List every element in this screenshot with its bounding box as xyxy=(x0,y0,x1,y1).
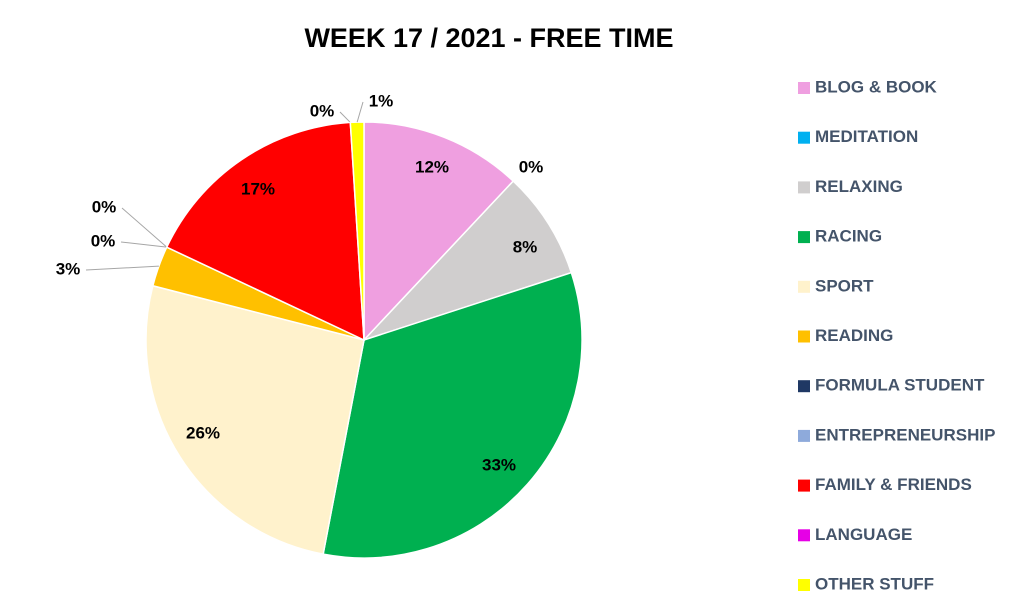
data-label: 0% xyxy=(92,197,117,216)
data-label: 3% xyxy=(56,259,81,278)
legend-label: READING xyxy=(815,326,893,345)
pie-slice xyxy=(363,121,515,342)
pie-slice xyxy=(322,271,583,559)
legend-swatch xyxy=(798,579,810,591)
legend-swatch xyxy=(798,231,810,244)
legend-swatch xyxy=(798,479,810,492)
pie-slice xyxy=(165,121,365,342)
legend-swatch xyxy=(798,82,810,94)
leader-line xyxy=(121,207,168,248)
leader-line xyxy=(339,111,351,123)
data-label: 0% xyxy=(91,231,116,250)
legend-swatch xyxy=(798,380,810,393)
legend-swatch xyxy=(798,429,810,442)
leader-line xyxy=(356,101,364,123)
legend-swatch xyxy=(798,181,810,194)
pie-slice xyxy=(145,284,365,556)
legend-label: MEDITATION xyxy=(815,127,918,146)
leader-line xyxy=(120,241,167,248)
legend-label: ENTREPRENEURSHIP xyxy=(815,425,995,444)
data-label: 0% xyxy=(519,157,544,176)
chart-title: WEEK 17 / 2021 - FREE TIME xyxy=(304,23,673,53)
data-label: 0% xyxy=(310,101,335,120)
legend-label: BLOG & BOOK xyxy=(815,77,938,96)
legend-label: FAMILY & FRIENDS xyxy=(815,475,972,494)
data-label: 8% xyxy=(513,237,538,256)
legend-label: RELAXING xyxy=(815,177,903,196)
legend-swatch xyxy=(798,131,810,144)
data-label: 17% xyxy=(241,179,275,198)
legend-label: SPORT xyxy=(815,276,874,295)
data-label: 12% xyxy=(415,157,449,176)
data-label: 33% xyxy=(482,455,516,474)
leader-line xyxy=(85,265,159,271)
legend-label: LANGUAGE xyxy=(815,525,912,544)
legend-label: FORMULA STUDENT xyxy=(815,376,985,395)
data-label: 26% xyxy=(186,423,220,442)
pie-slice xyxy=(363,180,573,341)
data-label: 1% xyxy=(369,91,394,110)
legend-swatch xyxy=(798,280,810,293)
legend-label: OTHER STUFF xyxy=(815,574,934,593)
legend-swatch xyxy=(798,529,810,542)
legend-label: RACING xyxy=(815,227,882,246)
legend-swatch xyxy=(798,330,810,343)
